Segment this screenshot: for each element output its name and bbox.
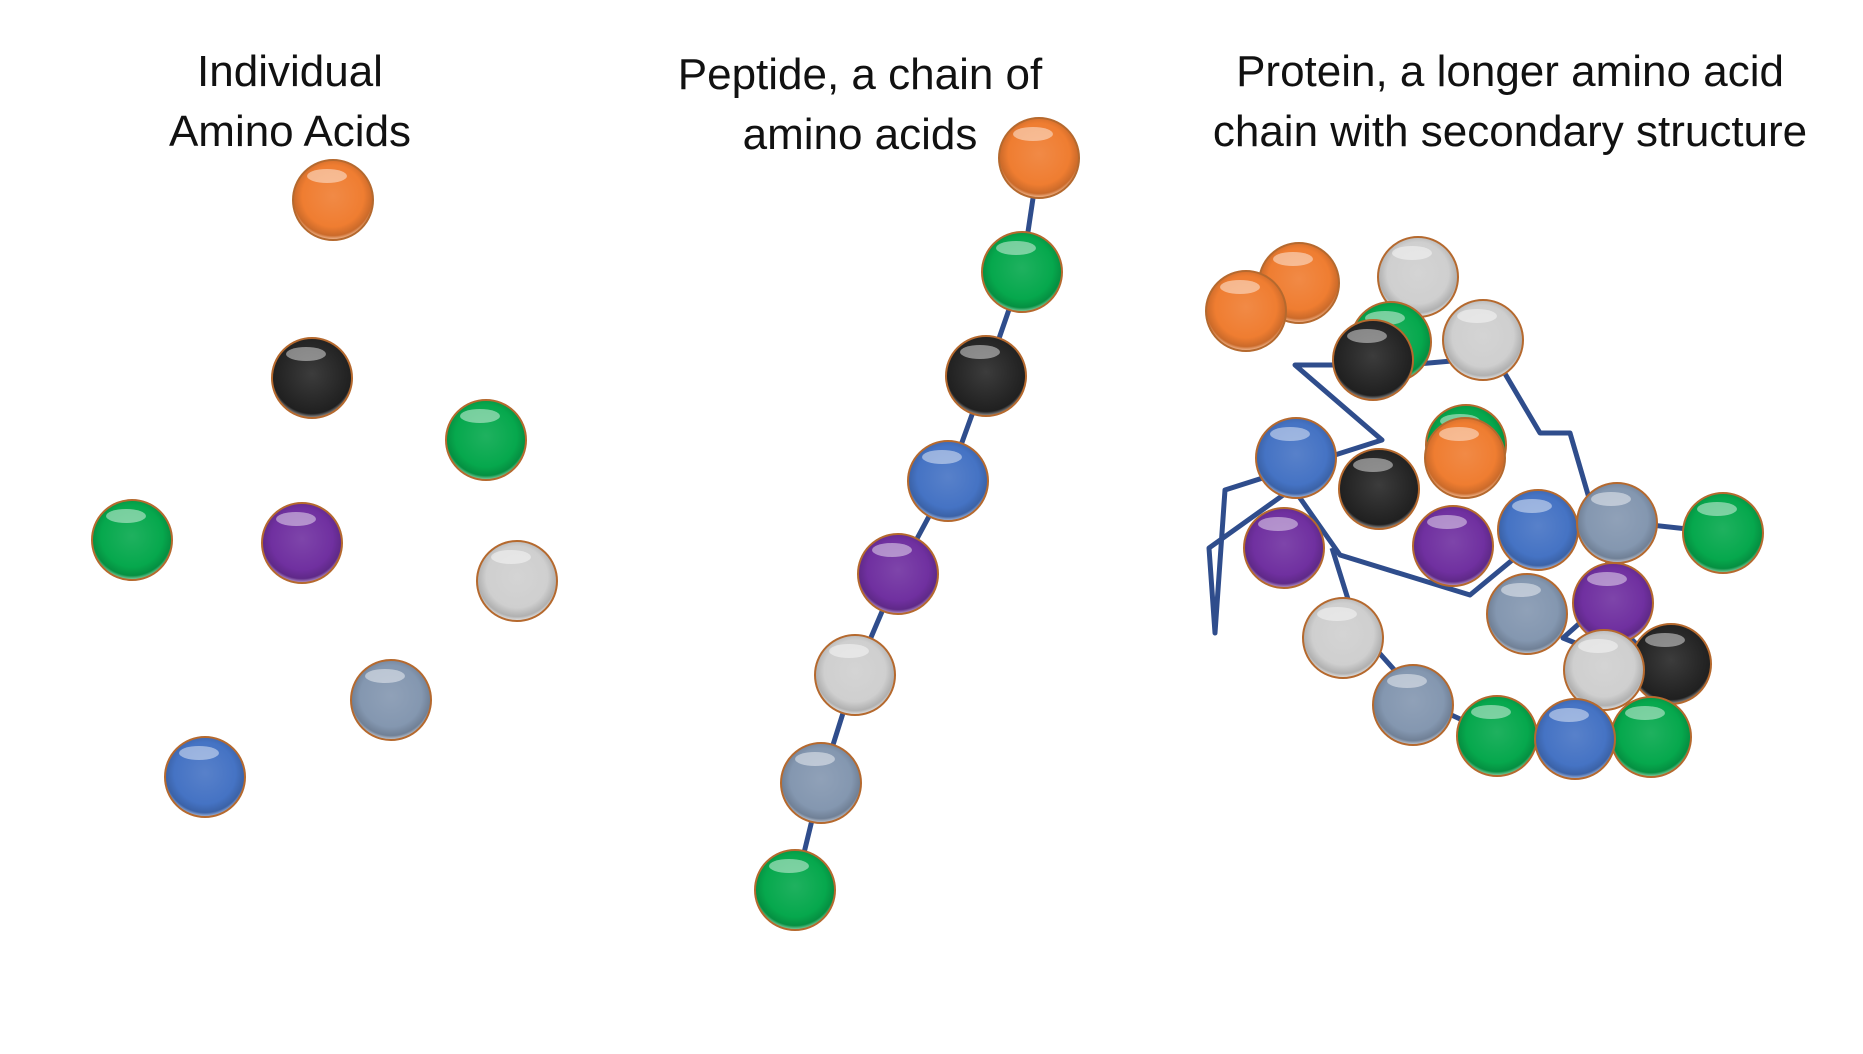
amino-acid-black	[271, 337, 353, 419]
peptide-residue-slate	[780, 742, 862, 824]
protein-residue-lightgray	[1563, 629, 1645, 711]
amino-acid-orange	[292, 159, 374, 241]
protein-residue-black	[1338, 448, 1420, 530]
protein-residue-black	[1630, 623, 1712, 705]
protein-residue-slate	[1372, 664, 1454, 746]
amino-acid-lightgray	[476, 540, 558, 622]
protein-residue-blue	[1255, 417, 1337, 499]
peptide-residue-purple	[857, 533, 939, 615]
peptide-residue-black	[945, 335, 1027, 417]
amino-acid-blue	[164, 736, 246, 818]
protein-caption: Protein, a longer amino acid chain with …	[1150, 42, 1863, 162]
protein-residue-lightgray	[1442, 299, 1524, 381]
protein-residue-green	[1682, 492, 1764, 574]
protein-residue-green	[1610, 696, 1692, 778]
protein-residue-orange	[1205, 270, 1287, 352]
caption-line: chain with secondary structure	[1212, 107, 1808, 156]
peptide-residue-lightgray	[814, 634, 896, 716]
peptide-caption: Peptide, a chain of amino acids	[610, 45, 1110, 165]
peptide-residue-orange	[998, 117, 1080, 199]
bead-layer	[91, 117, 1764, 931]
protein-residue-blue	[1497, 489, 1579, 571]
protein-residue-slate	[1576, 482, 1658, 564]
protein-residue-lightgray	[1302, 597, 1384, 679]
amino-acid-slate	[350, 659, 432, 741]
amino-acid-green	[445, 399, 527, 481]
amino-acid-green	[91, 499, 173, 581]
caption-line: Peptide, a chain of	[677, 50, 1043, 99]
protein-residue-blue	[1534, 698, 1616, 780]
protein-residue-orange	[1424, 417, 1506, 499]
peptide-residue-green	[981, 231, 1063, 313]
individual-amino-acids-caption: Individual Amino Acids	[110, 42, 470, 162]
peptide-residue-blue	[907, 440, 989, 522]
protein-residue-green	[1456, 695, 1538, 777]
protein-residue-purple	[1243, 507, 1325, 589]
protein-residue-slate	[1486, 573, 1568, 655]
caption-line: Individual	[197, 47, 383, 96]
protein-residue-black	[1332, 319, 1414, 401]
caption-line: Amino Acids	[168, 107, 412, 156]
caption-line: amino acids	[742, 110, 978, 159]
amino-acid-purple	[261, 502, 343, 584]
caption-line: Protein, a longer amino acid	[1236, 47, 1784, 96]
peptide-residue-green	[754, 849, 836, 931]
protein-residue-purple	[1412, 505, 1494, 587]
